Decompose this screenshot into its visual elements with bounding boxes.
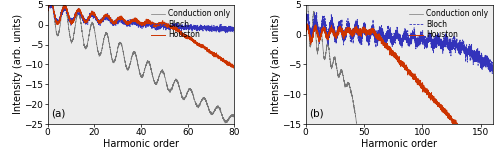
Bloch	[335, 34, 341, 36]
Houston	[486, 129, 492, 131]
Conduction only	[208, 112, 214, 114]
Bloch	[314, 12, 320, 14]
Conduction only	[124, 69, 130, 71]
X-axis label: Harmonic order: Harmonic order	[103, 139, 179, 149]
Houston	[77, 9, 83, 11]
Houston	[374, 37, 380, 38]
Conduction only	[116, 42, 122, 44]
Houston	[228, 63, 234, 65]
Text: (b): (b)	[309, 109, 324, 119]
Houston	[116, 17, 122, 19]
Houston	[44, 9, 51, 11]
Conduction only	[222, 122, 228, 124]
Bloch	[47, 1, 53, 3]
Houston	[476, 133, 482, 135]
Bloch	[324, 33, 330, 35]
Houston	[382, 45, 388, 46]
Houston	[208, 51, 214, 52]
Conduction only	[232, 116, 237, 118]
Conduction only	[324, 44, 330, 46]
Legend: Conduction only, Bloch, Houston: Conduction only, Bloch, Houston	[150, 9, 230, 40]
Houston	[490, 129, 496, 131]
Houston	[335, 31, 341, 33]
Bloch	[208, 29, 214, 31]
Bloch	[382, 37, 388, 39]
Text: (a): (a)	[51, 108, 66, 118]
Line: Conduction only: Conduction only	[306, 0, 362, 154]
Bloch	[302, 28, 308, 30]
Bloch	[116, 21, 122, 23]
Bloch	[222, 33, 228, 35]
Bloch	[124, 20, 130, 22]
Line: Bloch: Bloch	[306, 13, 492, 73]
Bloch	[77, 10, 83, 12]
Bloch	[232, 26, 237, 28]
Houston	[232, 66, 237, 68]
Legend: Conduction only, Bloch, Houston: Conduction only, Bloch, Houston	[408, 9, 488, 40]
Bloch	[66, 15, 72, 17]
Line: Houston: Houston	[306, 24, 492, 134]
Conduction only	[66, 28, 72, 30]
Houston	[66, 17, 72, 18]
Bloch	[44, 8, 51, 10]
Houston	[466, 129, 471, 131]
Bloch	[490, 68, 496, 69]
Conduction only	[44, 6, 51, 8]
Conduction only	[228, 115, 234, 117]
Conduction only	[77, 17, 83, 19]
Y-axis label: Intensity (arb. units): Intensity (arb. units)	[13, 14, 23, 114]
Line: Conduction only: Conduction only	[48, 0, 234, 123]
Conduction only	[302, 8, 308, 10]
Houston	[48, 0, 54, 1]
Bloch	[466, 52, 471, 54]
Line: Houston: Houston	[48, 0, 234, 68]
Houston	[231, 67, 237, 69]
Line: Bloch: Bloch	[48, 2, 234, 34]
Bloch	[374, 43, 380, 45]
Bloch	[486, 58, 492, 60]
Bloch	[228, 31, 234, 33]
Conduction only	[335, 73, 341, 75]
Y-axis label: Intensity (arb. units): Intensity (arb. units)	[271, 14, 281, 114]
Bloch	[490, 73, 496, 74]
Houston	[302, 31, 308, 33]
Houston	[124, 21, 130, 23]
Houston	[324, 36, 330, 38]
X-axis label: Harmonic order: Harmonic order	[361, 139, 437, 149]
Houston	[304, 23, 310, 25]
